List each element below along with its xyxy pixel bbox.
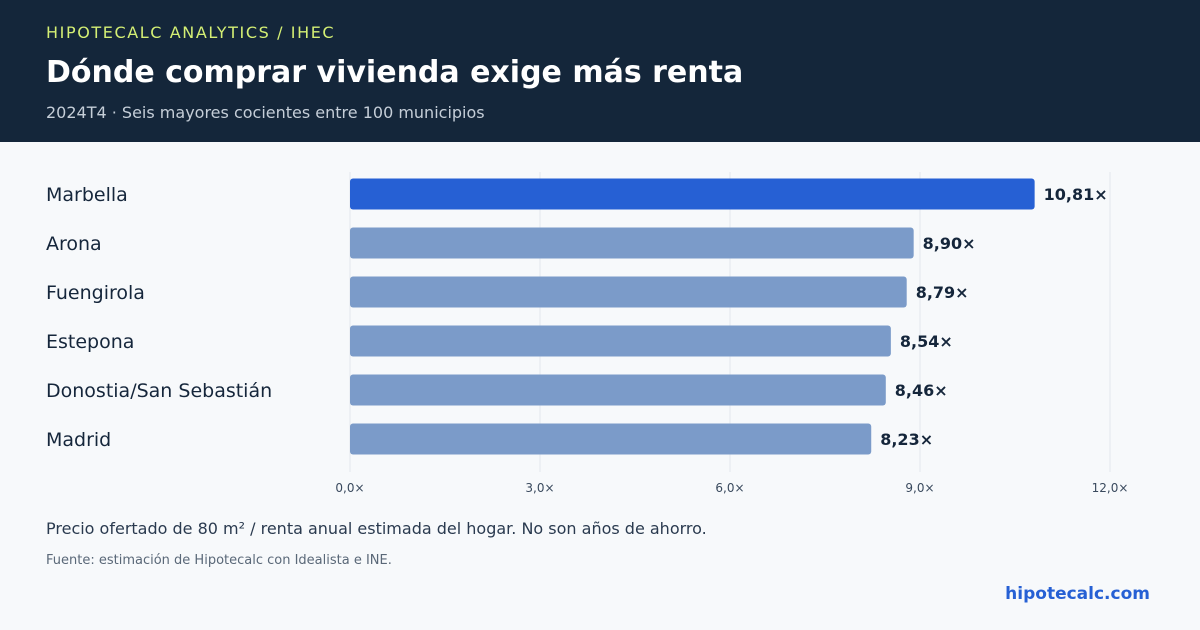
source-note: Fuente: estimación de Hipotecalc con Ide… <box>46 553 392 568</box>
bar <box>350 276 907 308</box>
category-label: Fuengirola <box>46 282 145 304</box>
x-tick-label: 3,0× <box>525 481 554 495</box>
brand-link[interactable]: hipotecalc.com <box>1005 584 1150 604</box>
value-label: 8,46× <box>895 381 948 400</box>
category-label: Arona <box>46 233 102 255</box>
bar-chart: 0,0× 3,0× 6,0× 9,0× 12,0× Marbella 10,81× Arona… <box>46 172 1129 495</box>
category-label: Marbella <box>46 184 128 206</box>
category-label: Madrid <box>46 429 111 451</box>
value-label: 8,54× <box>900 332 953 351</box>
category-label: Donostia/San Sebastián <box>46 380 272 402</box>
category-label: Estepona <box>46 331 134 353</box>
value-label: 8,79× <box>916 283 969 302</box>
x-tick-label: 0,0× <box>335 481 364 495</box>
header-kicker: HIPOTECALC ANALYTICS / IHEC <box>46 23 336 42</box>
value-label: 8,90× <box>923 234 976 253</box>
footnote: Precio ofertado de 80 m² / renta anual e… <box>46 519 707 538</box>
header-banner: HIPOTECALC ANALYTICS / IHEC Dónde compra… <box>0 0 1200 142</box>
value-label: 8,23× <box>880 430 933 449</box>
chart-title: Dónde comprar vivienda exige más renta <box>46 55 744 90</box>
chart-subtitle: 2024T4 · Seis mayores cocientes entre 10… <box>46 103 485 122</box>
bar <box>350 178 1035 210</box>
x-tick-label: 6,0× <box>715 481 744 495</box>
x-tick-label: 9,0× <box>905 481 934 495</box>
bar <box>350 374 886 406</box>
bar <box>350 325 891 357</box>
bar <box>350 227 914 259</box>
value-label: 10,81× <box>1044 185 1108 204</box>
bar <box>350 423 872 455</box>
x-tick-label: 12,0× <box>1092 481 1129 495</box>
